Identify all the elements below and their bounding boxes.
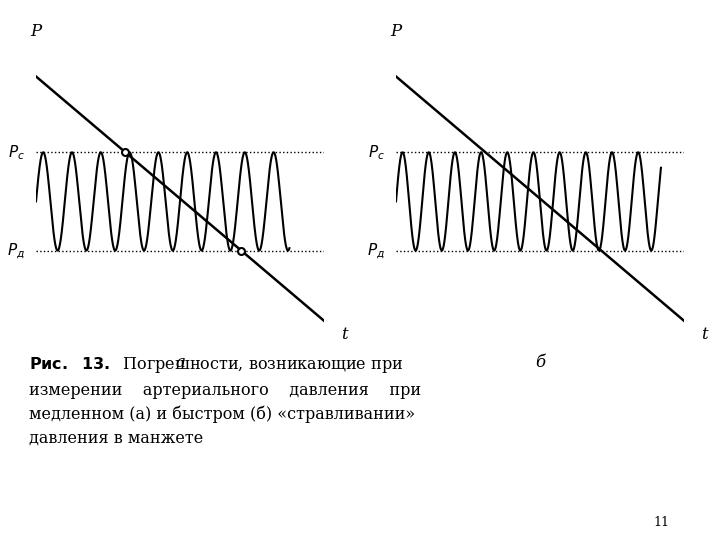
Text: t: t — [701, 326, 708, 343]
Text: P: P — [390, 23, 402, 40]
Text: $\bf{Рис.\ \ 13.}$  Погрешности, возникающие при
измерении    артериального    д: $\bf{Рис.\ \ 13.}$ Погрешности, возникаю… — [29, 355, 421, 447]
Text: $P_c$: $P_c$ — [8, 143, 24, 161]
Text: t: t — [341, 326, 348, 343]
Text: $P_c$: $P_c$ — [368, 143, 384, 161]
Text: 11: 11 — [654, 516, 670, 529]
Text: a: a — [175, 354, 185, 372]
Text: $P_д$: $P_д$ — [6, 240, 24, 261]
Text: б: б — [535, 354, 545, 372]
Text: $P_д$: $P_д$ — [366, 240, 384, 261]
Text: P: P — [30, 23, 42, 40]
